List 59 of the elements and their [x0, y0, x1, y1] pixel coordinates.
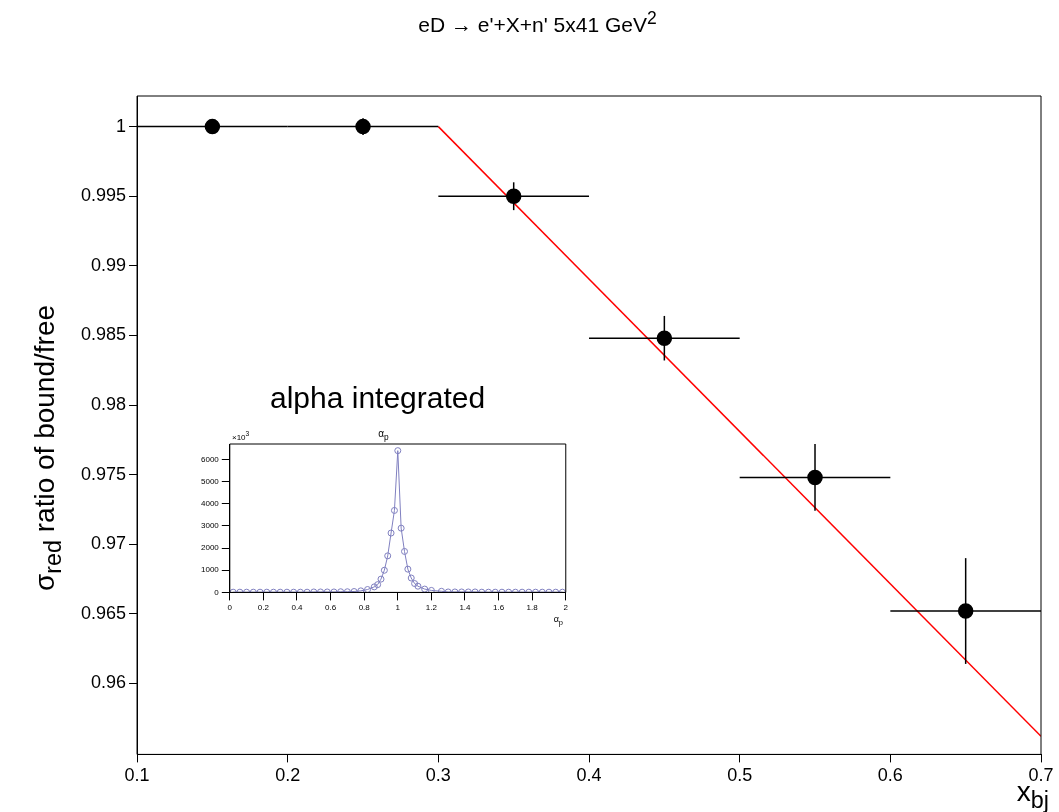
y-tick-label: 0	[214, 587, 220, 597]
point	[387, 529, 395, 537]
y-tick-label: 5000	[201, 476, 220, 486]
point	[485, 588, 492, 593]
y-tick-label: 0.98	[91, 393, 127, 414]
point	[411, 580, 419, 588]
x-tick-label: 1.8	[526, 603, 539, 613]
y-tick-label: 0.985	[81, 324, 127, 345]
point	[357, 587, 365, 593]
chart-title: eD → e'+X+n' 5x41 GeV$^{2}$	[417, 8, 658, 37]
x-tick-label: 0.4	[576, 765, 602, 786]
point	[421, 585, 429, 593]
y-tick-label: 0.99	[91, 254, 127, 275]
y-tick-label: 0.995	[81, 185, 127, 206]
point	[427, 586, 435, 593]
point	[364, 586, 372, 593]
y-tick-label: 1	[116, 115, 127, 136]
point	[204, 118, 221, 135]
x-tick-label: 1.6	[493, 603, 505, 613]
annotation: ×10$^{3}$	[232, 430, 250, 442]
point	[401, 547, 409, 555]
point	[377, 575, 385, 583]
x-tick-label: 2	[563, 603, 569, 613]
x-tick-label: 0.1	[124, 765, 150, 786]
y-tick-label: 0.965	[81, 602, 127, 623]
y-tick-label: 0.97	[91, 533, 127, 554]
x-tick-label: 1.2	[425, 603, 438, 613]
y-tick-label: 1000	[201, 565, 220, 575]
y-tick-label: 0.975	[81, 463, 127, 484]
annotation: alpha integrated	[270, 381, 486, 415]
y-tick-label: 3000	[201, 521, 220, 531]
point	[397, 524, 405, 532]
x-tick-label: 0.8	[358, 603, 371, 613]
x-tick-label: 0.2	[275, 765, 301, 786]
x-tick-label: 0.5	[727, 765, 753, 786]
x-tick-label: 0.3	[425, 765, 451, 786]
point	[380, 566, 388, 574]
x-tick-label: 0.6	[877, 765, 903, 786]
point	[390, 506, 398, 514]
x-tick-label: 0.4	[291, 603, 304, 613]
x-tick-label: 0.6	[325, 603, 337, 613]
x-tick-label: 0	[227, 603, 233, 613]
x-axis-title: α$_{p}$	[553, 614, 563, 627]
x-tick-label: 1.4	[459, 603, 472, 613]
chart-title: α$_{p}$	[378, 428, 389, 442]
point	[437, 587, 445, 593]
x-tick-label: 0.2	[257, 603, 270, 613]
y-tick-label: 2000	[201, 543, 220, 553]
point	[414, 582, 422, 590]
point	[370, 583, 378, 591]
y-tick-label: 4000	[201, 499, 220, 509]
x-tick-label: 1	[395, 603, 401, 613]
y-tick-label: 0.96	[91, 672, 127, 693]
point	[384, 552, 392, 560]
point	[404, 565, 412, 573]
y-tick-label: 6000	[201, 454, 220, 464]
point	[394, 447, 402, 455]
point	[374, 581, 382, 589]
point	[407, 574, 415, 582]
